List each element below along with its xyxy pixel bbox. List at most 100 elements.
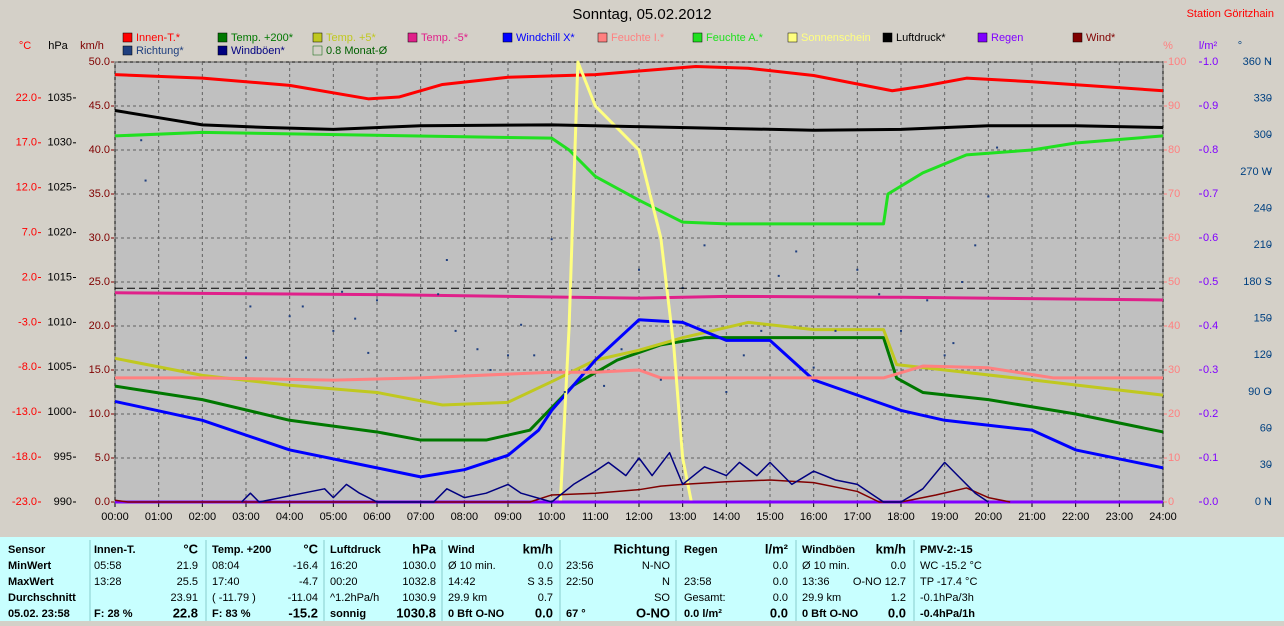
direction-dot <box>245 356 247 359</box>
table-cell: °C <box>303 541 318 556</box>
table-cell: 0.0 <box>535 605 553 620</box>
table-cell: l/m² <box>765 541 789 556</box>
direction-dot <box>996 146 999 149</box>
y-tick-label: 5.0 <box>95 452 110 464</box>
direction-dot <box>454 329 457 332</box>
y-tick-label: 1030 <box>48 137 72 149</box>
table-cell: Luftdruck <box>330 544 382 556</box>
y-tick-label: 90 <box>1168 100 1180 112</box>
y-tick-label: 30 <box>1260 459 1272 471</box>
table-cell: 23:56 <box>566 560 594 572</box>
x-tick-label: 23:00 <box>1106 511 1134 523</box>
table-cell: Ø 10 min. <box>802 560 850 572</box>
direction-dot <box>900 329 902 332</box>
direction-dot <box>812 366 815 369</box>
y-tick-label: 50.0 <box>89 56 110 68</box>
y-tick-label: 25.0 <box>89 276 110 288</box>
x-tick-label: 05:00 <box>320 511 348 523</box>
y-tick-label: 270 W <box>1240 166 1272 178</box>
table-cell: ( -11.79 ) <box>212 592 256 604</box>
table-cell: N <box>662 576 670 588</box>
legend-entry: Richtung* <box>136 45 184 57</box>
direction-dot <box>341 290 344 293</box>
x-tick-label: 09:00 <box>494 511 522 523</box>
y-tick-label: 70 <box>1168 188 1180 200</box>
direction-dot <box>376 299 378 302</box>
table-cell: 1030.0 <box>402 560 436 572</box>
x-tick-label: 19:00 <box>931 511 959 523</box>
direction-dot <box>725 391 728 393</box>
direction-dot <box>795 250 798 253</box>
y-tick-label: 45.0 <box>89 100 110 112</box>
table-cell: SO <box>654 592 670 604</box>
x-tick-label: 14:00 <box>713 511 741 523</box>
direction-dot <box>926 299 929 302</box>
y-tick-label: 0.6 <box>1203 232 1218 244</box>
table-cell: 16:20 <box>330 560 358 572</box>
x-tick-label: 17:00 <box>844 511 872 523</box>
legend-swatch <box>1072 32 1083 43</box>
table-cell: Wind <box>448 544 475 556</box>
table-cell: N-NO <box>642 560 671 572</box>
table-cell: PMV-2:-15 <box>920 544 973 556</box>
table-cell: Richtung <box>614 541 670 556</box>
table-cell: 0.0 <box>773 576 788 588</box>
x-tick-label: 18:00 <box>887 511 915 523</box>
y-tick-label: 1.0 <box>1203 56 1218 68</box>
table-cell: 1030.9 <box>402 592 436 604</box>
table-cell: 0.0 <box>773 592 788 604</box>
table-cell: 0.0 <box>773 560 788 572</box>
direction-dot <box>742 354 745 357</box>
y-tick-label: 0 <box>1168 496 1174 508</box>
direction-dot <box>489 369 492 371</box>
direction-dot <box>777 274 780 277</box>
x-tick-label: 13:00 <box>669 511 697 523</box>
table-cell: 0.0 <box>770 605 788 620</box>
axis-title: hPa <box>48 40 68 52</box>
direction-dot <box>878 293 881 296</box>
x-tick-label: 00:00 <box>101 511 129 523</box>
series-line <box>115 364 1163 382</box>
y-tick-label: 330 <box>1254 93 1272 105</box>
direction-dot <box>952 342 955 345</box>
axis-title: % <box>1163 40 1173 52</box>
y-tick-label: 0 N <box>1255 496 1272 508</box>
legend-swatch <box>312 45 323 56</box>
table-cell: -0.1hPa/3h <box>920 592 974 604</box>
legend-swatch <box>692 32 703 43</box>
series-line <box>114 318 1164 479</box>
direction-dot <box>354 317 357 320</box>
table-cell: O-NO 12.7 <box>853 576 906 588</box>
legend-swatch <box>407 32 418 43</box>
y-tick-label: 50 <box>1168 276 1180 288</box>
y-tick-label: 7.0 <box>22 227 37 239</box>
y-tick-label: 12.0 <box>16 182 37 194</box>
legend-swatch <box>502 32 513 43</box>
y-tick-label: 0.0 <box>95 496 110 508</box>
table-cell: 23.91 <box>170 592 198 604</box>
y-tick-label: 1020 <box>48 227 72 239</box>
series-line <box>114 479 1011 503</box>
legend-entry: Wind* <box>1086 32 1116 44</box>
x-tick-label: 10:00 <box>538 511 566 523</box>
direction-dot <box>703 244 706 247</box>
table-cell: 1030.8 <box>396 605 436 620</box>
y-tick-label: -3.0 <box>18 316 37 328</box>
x-tick-label: 11:00 <box>582 511 609 523</box>
axis-title: l/m² <box>1199 40 1218 52</box>
y-tick-label: -13.0 <box>12 406 37 418</box>
series-line <box>241 451 989 503</box>
y-tick-label: 20.0 <box>89 320 110 332</box>
legend-entry: Temp. -5* <box>421 32 469 44</box>
legend-swatch <box>122 45 133 56</box>
station: Station Göritzhain <box>1187 8 1274 20</box>
y-tick-label: 0.2 <box>1203 408 1218 420</box>
direction-dot <box>659 378 662 381</box>
direction-dot <box>332 329 335 332</box>
x-tick-label: 04:00 <box>276 511 304 523</box>
direction-dot <box>476 348 479 351</box>
table-cell: 13:28 <box>94 576 122 588</box>
y-tick-label: 1035 <box>48 92 72 104</box>
